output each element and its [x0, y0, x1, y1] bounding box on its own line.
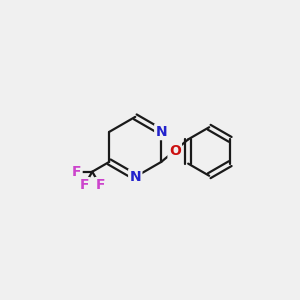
Text: N: N [130, 170, 141, 184]
Text: F: F [95, 178, 105, 192]
Text: N: N [155, 125, 167, 139]
Text: O: O [169, 144, 181, 158]
Text: F: F [80, 178, 89, 192]
Text: F: F [72, 165, 81, 179]
